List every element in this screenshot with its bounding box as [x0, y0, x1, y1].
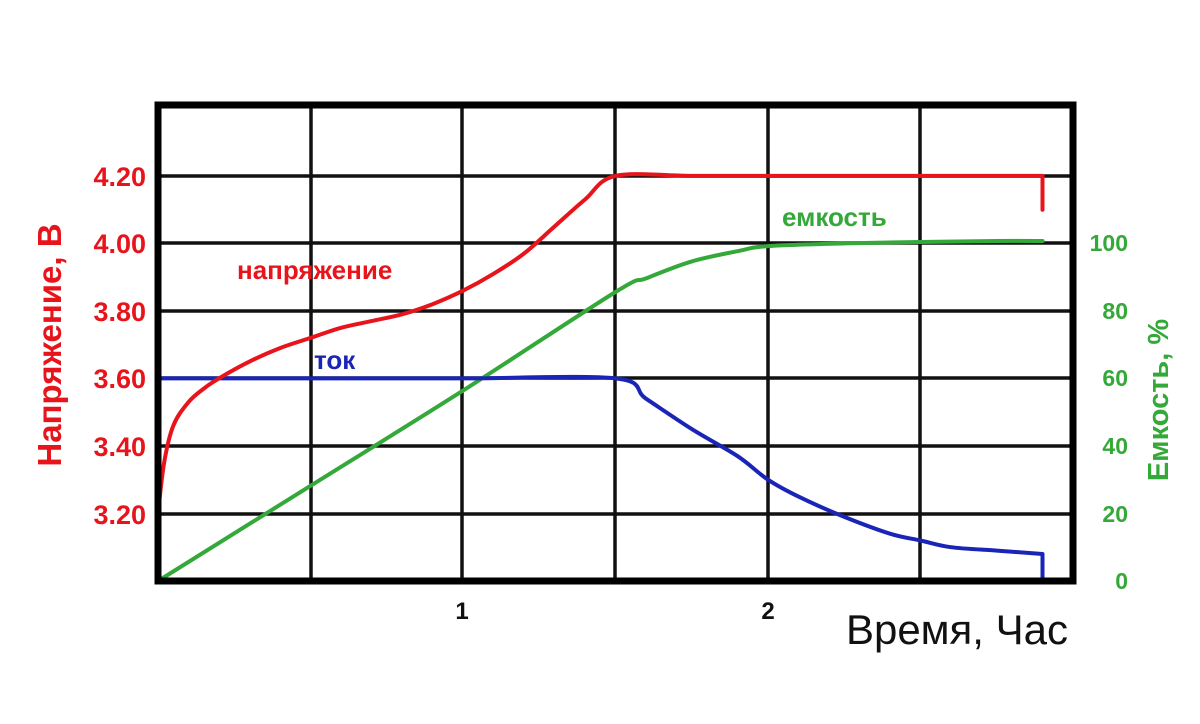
y-right-tick: 100	[1090, 230, 1128, 256]
y-left-tick: 4.20	[93, 162, 146, 192]
x-tick: 1	[455, 598, 468, 625]
plot-frame	[154, 101, 1077, 585]
y-right-tick: 0	[1115, 568, 1128, 594]
y-left-tick: 3.40	[93, 432, 146, 462]
right-axis-ticks: 100 80 60 40 20 0	[1090, 230, 1128, 594]
y-left-tick: 4.00	[93, 229, 146, 259]
x-tick: 2	[761, 598, 774, 625]
y-right-tick: 80	[1102, 298, 1128, 324]
voltage-line	[156, 172, 1045, 516]
y-left-tick: 3.20	[93, 500, 146, 530]
left-axis-ticks: 4.20 4.00 3.80 3.60 3.40 3.20	[93, 162, 146, 530]
y-right-tick: 60	[1102, 365, 1128, 391]
current-annotation: ток	[314, 345, 356, 375]
y-left-axis-title: Напряжение, В	[31, 223, 68, 466]
y-right-axis-title: Емкость, %	[1143, 319, 1175, 482]
y-right-tick: 20	[1102, 501, 1128, 527]
capacity-annotation: емкость	[782, 202, 887, 232]
capacity-line	[156, 238, 1045, 583]
voltage-annotation: напряжение	[237, 255, 392, 285]
y-left-tick: 3.60	[93, 364, 146, 394]
x-axis-title: Время, Час	[846, 606, 1068, 653]
y-right-tick: 40	[1102, 433, 1128, 459]
y-left-tick: 3.80	[93, 297, 146, 327]
current-line	[156, 374, 1045, 583]
